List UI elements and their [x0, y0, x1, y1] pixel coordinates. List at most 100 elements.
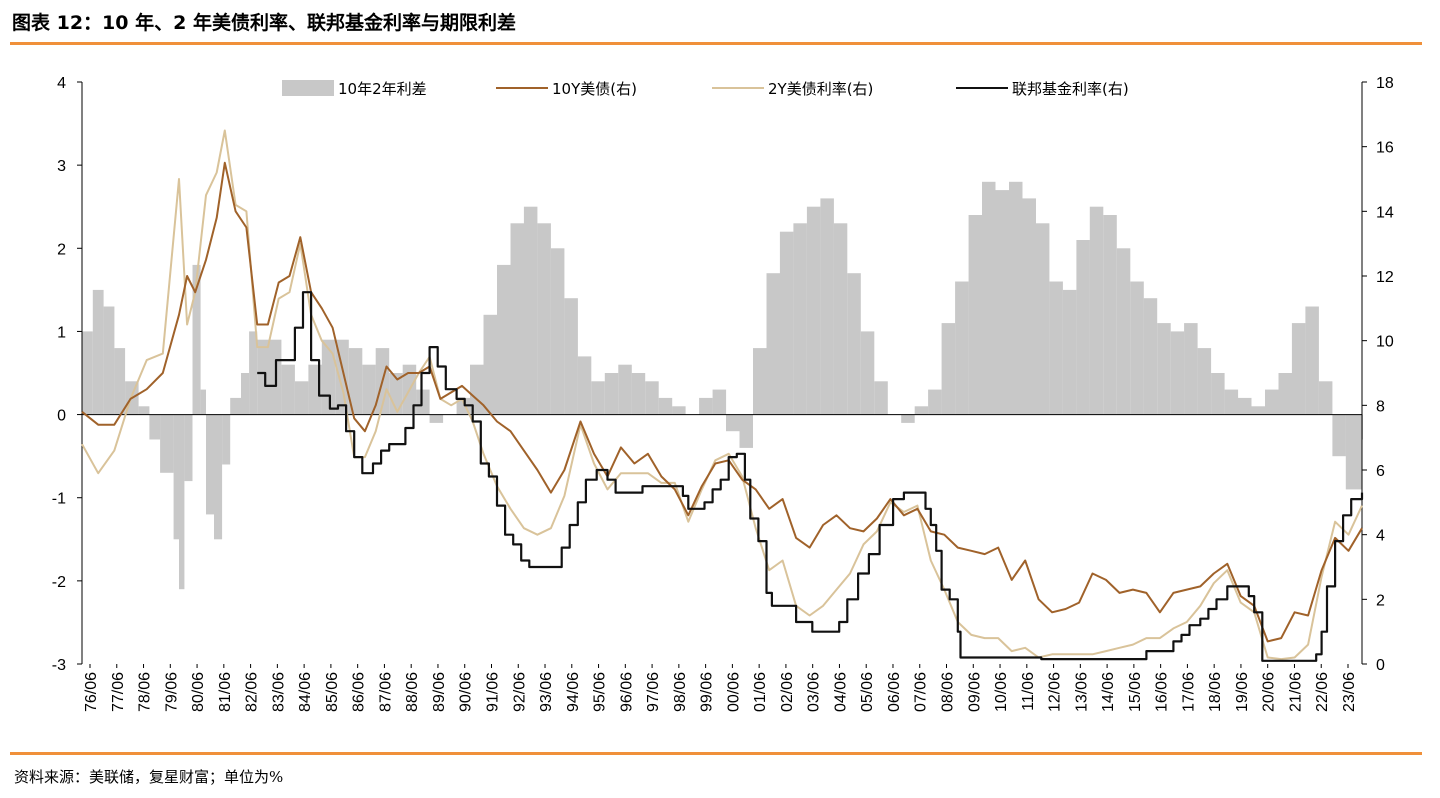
right-tick-label: 10 [1376, 334, 1394, 351]
x-tick-label: 86/06 [351, 672, 368, 712]
x-tick-label: 82/06 [244, 672, 261, 712]
spread-bar [241, 373, 250, 415]
spread-bar [510, 223, 524, 415]
x-tick-label: 01/06 [752, 672, 769, 712]
spread-bar [267, 339, 282, 415]
spread-bar [114, 348, 126, 415]
spread-bar [766, 273, 780, 415]
spread-bar [1022, 198, 1036, 415]
spread-bar [249, 331, 258, 415]
spread-bar [1009, 181, 1023, 415]
spread-bar [1049, 281, 1063, 415]
x-tick-label: 05/06 [859, 672, 876, 712]
x-tick-label: 90/06 [458, 672, 475, 712]
legend-label-y2: 2Y美债利率(右) [768, 80, 873, 98]
spread-bar [618, 364, 632, 415]
spread-bar [833, 223, 848, 415]
x-tick-label: 76/06 [83, 672, 100, 712]
right-tick-label: 18 [1376, 75, 1394, 92]
spread-bar [1305, 306, 1319, 415]
x-tick-label: 87/06 [377, 672, 394, 712]
spread-bar [806, 206, 821, 415]
spread-bar [1116, 248, 1131, 415]
spread-bar [739, 414, 753, 448]
spread-bar [149, 414, 161, 440]
right-tick-label: 6 [1376, 463, 1385, 480]
legend-label-spread: 10年2年利差 [338, 80, 427, 98]
x-tick-label: 97/06 [645, 672, 662, 712]
x-tick-label: 03/06 [806, 672, 823, 712]
spread-bar [92, 289, 104, 415]
x-tick-label: 15/06 [1127, 672, 1144, 712]
x-tick-label: 93/06 [538, 672, 555, 712]
x-tick-label: 14/06 [1100, 672, 1117, 712]
spread-bar [537, 223, 551, 415]
spread-bar [483, 314, 497, 415]
spread-bar [820, 198, 834, 415]
x-tick-label: 04/06 [832, 672, 849, 712]
x-tick-label: 06/06 [886, 672, 903, 712]
spread-bar [497, 264, 511, 415]
x-tick-label: 84/06 [297, 672, 314, 712]
left-tick-label: 3 [57, 158, 66, 175]
spread-bar [321, 339, 336, 415]
spread-bar [982, 181, 996, 415]
spread-bar [1157, 323, 1171, 415]
spread-bar [1345, 414, 1362, 490]
spread-bar [82, 331, 93, 415]
x-tick-label: 83/06 [270, 672, 287, 712]
spread-bar [1130, 281, 1144, 415]
x-tick-label: 91/06 [484, 672, 501, 712]
left-tick-label: -1 [52, 491, 66, 508]
x-tick-label: 78/06 [137, 672, 154, 712]
spread-bar [591, 381, 605, 415]
x-tick-label: 21/06 [1287, 672, 1304, 712]
spread-bar [631, 373, 646, 415]
spread-bar [160, 414, 174, 473]
spread-bar [645, 381, 659, 415]
spread-bar [928, 389, 942, 415]
spread-bar [968, 215, 983, 415]
x-tick-label: 77/06 [110, 672, 127, 712]
right-tick-label: 16 [1376, 140, 1394, 157]
spread-bar [1103, 215, 1117, 415]
spread-bar [523, 206, 538, 415]
spread-bar [604, 373, 619, 415]
spread-bar [1076, 240, 1090, 415]
spread-bar [206, 414, 215, 515]
x-tick-label: 02/06 [779, 672, 796, 712]
spread-bar [362, 364, 376, 415]
spread-bar [847, 273, 861, 415]
spread-bar [1035, 223, 1050, 415]
spread-bar [564, 298, 578, 415]
spread-bar [200, 389, 206, 415]
spread-bar [294, 381, 309, 415]
spread-bar [192, 264, 201, 415]
left-tick-label: 0 [57, 408, 66, 425]
spread-bar [1143, 298, 1158, 415]
spread-bar [1291, 323, 1306, 415]
x-tick-label: 85/06 [324, 672, 341, 712]
spread-bar [1062, 289, 1077, 415]
x-tick-label: 79/06 [163, 672, 180, 712]
spread-bar [1089, 206, 1104, 415]
page-title: 图表 12：10 年、2 年美债利率、联邦基金利率与期限利差 [12, 12, 516, 34]
spread-bar [1318, 381, 1333, 415]
x-tick-label: 88/06 [404, 672, 421, 712]
spread-bar [257, 339, 268, 415]
x-tick-label: 92/06 [511, 672, 528, 712]
spread-bar [1197, 348, 1212, 415]
x-tick-label: 80/06 [190, 672, 207, 712]
spread-bar [1265, 389, 1279, 415]
right-tick-label: 0 [1376, 657, 1385, 674]
right-tick-label: 2 [1376, 592, 1385, 609]
left-tick-label: 4 [57, 75, 66, 92]
spread-bar [335, 339, 349, 415]
spread-bar [860, 331, 875, 415]
spread-bar [348, 348, 363, 415]
spread-bar [699, 397, 713, 415]
x-tick-label: 11/06 [1020, 672, 1037, 711]
right-tick-label: 4 [1376, 528, 1385, 545]
legend-label-y10: 10Y美债(右) [552, 80, 637, 98]
